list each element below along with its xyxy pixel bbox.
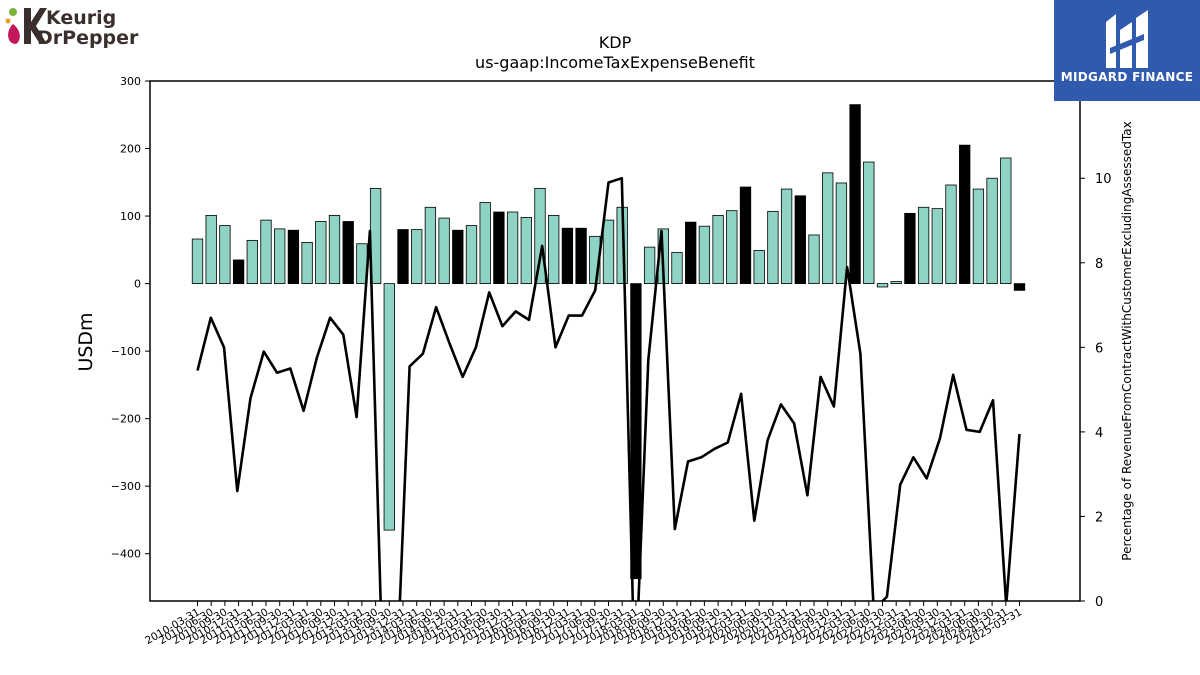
bar <box>835 182 848 284</box>
bar <box>438 217 450 284</box>
bar <box>780 188 793 284</box>
bar <box>411 229 423 284</box>
bar <box>274 228 286 284</box>
bar <box>287 229 300 284</box>
bar <box>685 221 697 284</box>
midgard-finance-logo: MIDGARD FINANCE <box>1054 0 1200 101</box>
midgard-mark-icon <box>1106 10 1148 68</box>
bar <box>630 283 642 580</box>
bar <box>931 208 943 284</box>
y2-tick-label: 8 <box>1095 257 1103 272</box>
plot-area: 3002001000−100−200−300−4000246810122010-… <box>111 75 1112 647</box>
bar <box>739 186 752 284</box>
bar <box>342 221 354 284</box>
y-axis-label: USDm <box>75 312 97 371</box>
line-series <box>196 176 1021 601</box>
bar <box>191 238 204 284</box>
y-tick-label: 100 <box>120 210 141 223</box>
midgard-finance-text: MIDGARD FINANCE <box>1060 70 1194 84</box>
bar <box>876 283 889 288</box>
y-tick-label: 200 <box>120 143 141 156</box>
bar <box>205 214 217 284</box>
y2-tick-label: 6 <box>1095 341 1103 356</box>
y2-tick-label: 4 <box>1095 426 1103 441</box>
bar <box>301 242 313 284</box>
bar <box>493 211 505 284</box>
bar <box>1013 283 1026 291</box>
y2-tick-label: 10 <box>1095 172 1112 187</box>
bar <box>972 188 985 284</box>
y-tick-label: −200 <box>111 413 141 426</box>
bar <box>849 104 861 284</box>
y2-tick-label: 2 <box>1095 510 1103 525</box>
bar <box>548 214 560 284</box>
bar <box>890 281 902 284</box>
bar <box>424 206 437 284</box>
bar <box>465 225 478 284</box>
bar <box>383 283 395 531</box>
bar <box>602 219 615 284</box>
bar <box>698 225 711 284</box>
logo-dot-green <box>9 8 17 16</box>
bar <box>232 259 245 284</box>
bar <box>561 227 574 284</box>
bar <box>753 250 765 284</box>
bar <box>822 172 834 284</box>
bar <box>397 229 409 284</box>
bar <box>986 177 998 284</box>
bar <box>712 214 724 284</box>
bar <box>315 221 327 284</box>
bar <box>1000 157 1012 284</box>
bar <box>219 225 231 284</box>
y-tick-label: −400 <box>111 548 141 561</box>
bar <box>520 217 532 284</box>
chart-title: KDP <box>599 33 632 52</box>
bar <box>328 214 341 284</box>
bar <box>767 210 779 284</box>
y2-tick-label: 0 <box>1095 595 1103 610</box>
y-tick-label: −100 <box>111 345 141 358</box>
bar <box>643 246 656 284</box>
bar <box>479 202 491 284</box>
bar <box>671 252 683 284</box>
bar <box>575 227 587 284</box>
bar <box>246 239 258 284</box>
y-tick-label: −300 <box>111 480 141 493</box>
logo-dot-yellow <box>5 18 11 24</box>
bar <box>506 211 519 284</box>
bar <box>794 195 806 284</box>
y2-axis-label: Percentage of RevenueFromContractWithCus… <box>1120 121 1134 560</box>
bar <box>452 229 464 284</box>
bar <box>945 184 957 284</box>
keurig-drpepper-logo: Keurig DrPepper <box>4 4 154 49</box>
bar <box>260 219 272 284</box>
bar <box>959 144 971 284</box>
logo-drpepper-text: DrPepper <box>37 27 139 48</box>
y-tick-label: 0 <box>134 278 141 291</box>
bar <box>917 206 930 284</box>
logo-k-mark <box>24 8 47 44</box>
plot-frame <box>149 80 1081 602</box>
bar <box>534 187 546 284</box>
bar <box>904 212 916 284</box>
bar <box>808 234 820 284</box>
midgard-mark-cut <box>1110 34 1144 54</box>
chart-subtitle: us-gaap:IncomeTaxExpenseBenefit <box>475 53 755 72</box>
bar <box>863 161 875 284</box>
logo-leaf <box>8 24 20 44</box>
y-tick-label: 300 <box>120 75 141 88</box>
logo-keurig-text: Keurig <box>46 7 116 29</box>
bar <box>726 210 738 284</box>
